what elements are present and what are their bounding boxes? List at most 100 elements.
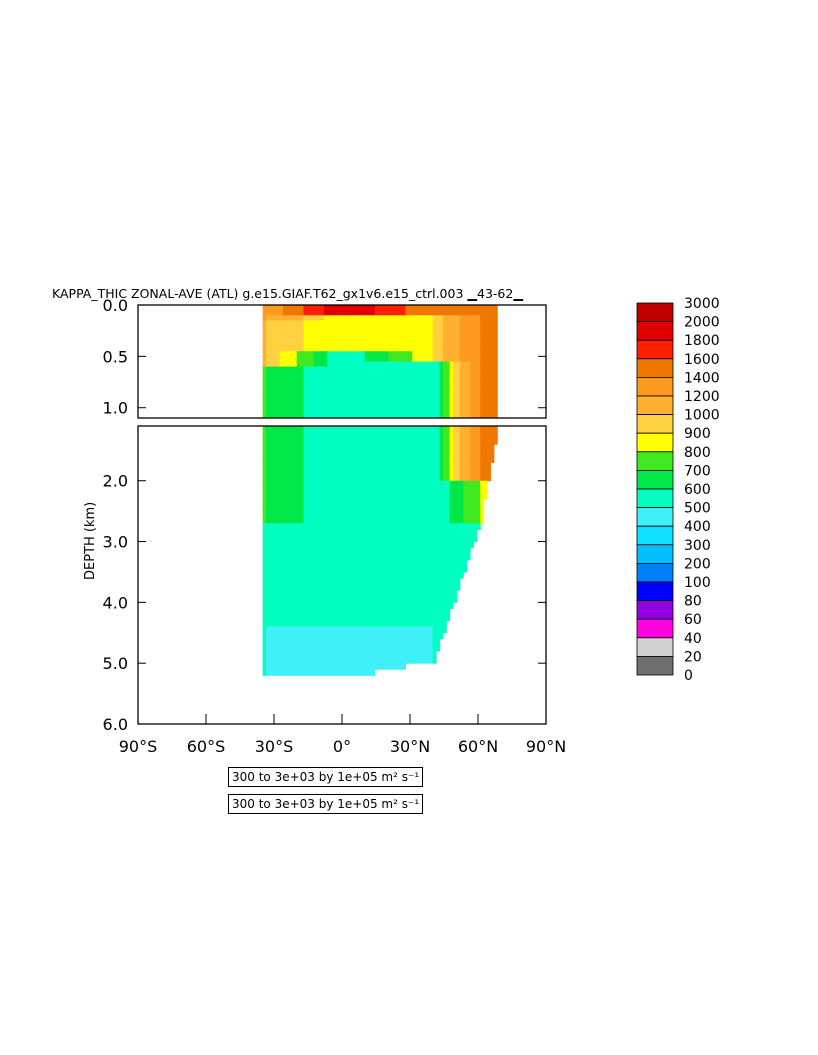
field-cell <box>459 371 464 378</box>
field-cell <box>466 366 471 373</box>
field-cell <box>422 356 427 362</box>
field-cell <box>476 523 481 530</box>
field-cell <box>340 330 345 337</box>
field-cell <box>470 387 474 393</box>
field-cell <box>344 657 349 664</box>
field-cell <box>439 480 444 488</box>
field-cell <box>432 559 437 567</box>
field-cell <box>344 553 349 561</box>
field-cell <box>317 444 321 451</box>
field-cell <box>269 356 274 362</box>
field-cell <box>313 620 318 628</box>
field-cell <box>357 315 362 321</box>
field-cell <box>289 392 294 398</box>
field-cell <box>432 397 437 404</box>
field-cell <box>463 438 468 445</box>
field-cell <box>334 407 338 414</box>
field-cell <box>323 517 328 524</box>
field-cell <box>374 644 379 652</box>
field-cell <box>313 432 318 439</box>
field-cell <box>473 480 478 488</box>
field-cell <box>436 632 440 640</box>
field-cell <box>412 480 417 488</box>
field-cell <box>317 335 321 342</box>
field-cell <box>432 371 437 378</box>
field-cell <box>422 626 427 634</box>
field-cell <box>293 541 298 549</box>
field-cell <box>422 638 427 646</box>
field-cell <box>323 371 328 378</box>
field-cell <box>395 346 400 352</box>
field-cell <box>276 412 281 418</box>
field-cell <box>293 387 298 393</box>
field-cell <box>340 366 345 373</box>
field-cell <box>340 480 345 488</box>
field-cell <box>337 535 342 543</box>
field-cell <box>378 382 383 388</box>
field-cell <box>422 608 427 616</box>
colorbar-swatch <box>636 581 674 602</box>
field-cell <box>425 590 430 597</box>
field-cell <box>429 498 434 506</box>
field-cell <box>303 444 308 451</box>
field-cell <box>327 310 332 316</box>
field-cell <box>374 505 379 512</box>
field-cell <box>300 450 304 457</box>
field-cell <box>300 535 304 543</box>
field-cell <box>313 486 318 494</box>
field-cell <box>391 571 396 579</box>
field-cell <box>266 498 270 506</box>
field-cell <box>388 346 393 352</box>
field-cell <box>405 305 410 311</box>
field-cell <box>385 584 389 591</box>
field-cell <box>381 529 386 536</box>
field-cell <box>269 387 274 393</box>
field-cell <box>317 517 321 524</box>
field-cell <box>283 480 287 488</box>
field-cell <box>449 325 454 332</box>
field-cell <box>425 351 430 357</box>
field-cell <box>354 407 359 414</box>
field-cell <box>368 620 372 628</box>
field-cell <box>296 474 301 482</box>
field-cell <box>422 547 427 555</box>
field-cell <box>300 559 304 567</box>
field-cell <box>334 608 338 616</box>
field-cell <box>286 523 291 530</box>
field-cell <box>310 565 315 573</box>
field-cell <box>357 498 362 506</box>
field-cell <box>422 426 427 433</box>
field-cell <box>442 310 447 316</box>
field-cell <box>425 468 430 476</box>
field-cell <box>412 376 417 383</box>
field-cell <box>354 335 359 342</box>
field-cell <box>453 407 457 414</box>
field-cell <box>327 584 332 591</box>
field-cell <box>408 638 413 646</box>
field-cell <box>357 330 362 337</box>
field-cell <box>408 517 413 524</box>
field-cell <box>330 382 335 388</box>
field-cell <box>313 366 318 373</box>
field-cell <box>371 315 376 321</box>
field-cell <box>344 335 349 342</box>
field-cell <box>449 480 454 488</box>
field-cell <box>385 444 389 451</box>
field-cell <box>470 505 474 512</box>
field-cell <box>432 432 437 439</box>
field-cell <box>391 486 396 494</box>
field-cell <box>347 474 352 482</box>
field-cell <box>391 565 396 573</box>
field-cell <box>334 511 338 518</box>
field-cell <box>310 620 315 628</box>
field-cell <box>432 382 437 388</box>
field-cell <box>459 462 464 470</box>
field-cell <box>415 335 420 342</box>
field-cell <box>276 450 281 457</box>
field-cell <box>354 474 359 482</box>
field-cell <box>272 651 277 658</box>
field-cell <box>412 644 417 652</box>
field-cell <box>419 644 423 652</box>
field-cell <box>388 456 393 463</box>
field-cell <box>419 651 423 658</box>
